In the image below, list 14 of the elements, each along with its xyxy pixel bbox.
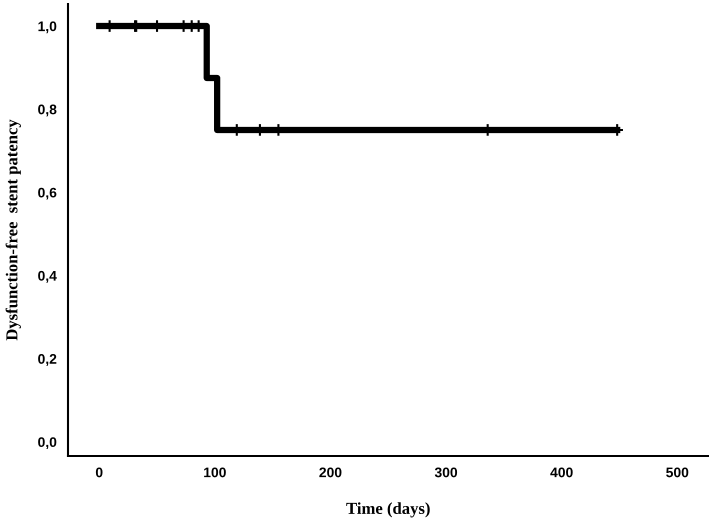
y-tick-label: 0,4 xyxy=(38,270,57,283)
x-tick-label: 100 xyxy=(204,467,226,478)
y-tick-label: 1,0 xyxy=(38,21,56,34)
x-tick-label: 0 xyxy=(96,467,103,478)
x-axis-title: Time (days) xyxy=(346,502,430,518)
y-tick-label: 0,2 xyxy=(38,354,56,366)
y-axis-title: Dysfunction-free stent patency xyxy=(6,119,21,340)
x-tick-label: 300 xyxy=(434,467,458,478)
y-tick-label: 0,0 xyxy=(38,437,56,450)
y-tick-label: 0,8 xyxy=(38,104,56,116)
x-tick-label: 200 xyxy=(319,467,342,478)
x-tick-label: 400 xyxy=(550,467,573,478)
y-tick-label: 0,6 xyxy=(38,188,56,200)
x-tick-label: 500 xyxy=(666,467,688,478)
